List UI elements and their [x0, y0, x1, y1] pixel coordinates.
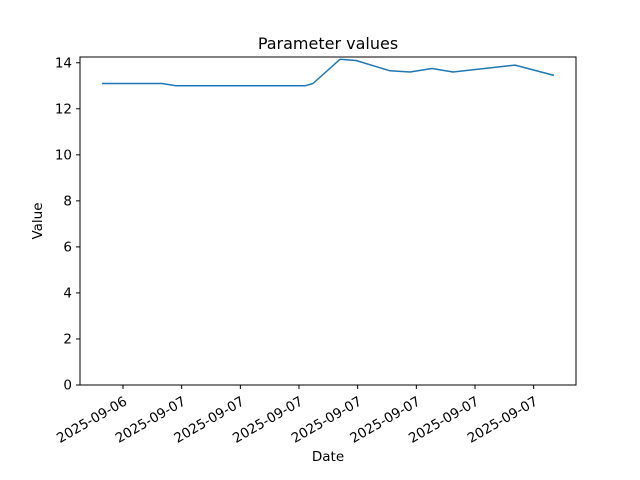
y-tick-label: 0 [63, 378, 72, 394]
y-tick-label: 2 [63, 331, 72, 347]
series-line-parameter-values [102, 58, 555, 87]
y-tick-label: 14 [55, 55, 72, 71]
y-tick-label: 12 [55, 101, 72, 117]
chart-title: Parameter values [257, 34, 399, 53]
x-axis-label: Date [311, 449, 345, 465]
y-tick-label: 4 [63, 285, 72, 301]
y-tick-label: 6 [63, 239, 72, 255]
y-tick-label: 10 [55, 147, 72, 163]
axes-frame [79, 56, 577, 386]
y-tick-label: 8 [63, 193, 72, 209]
